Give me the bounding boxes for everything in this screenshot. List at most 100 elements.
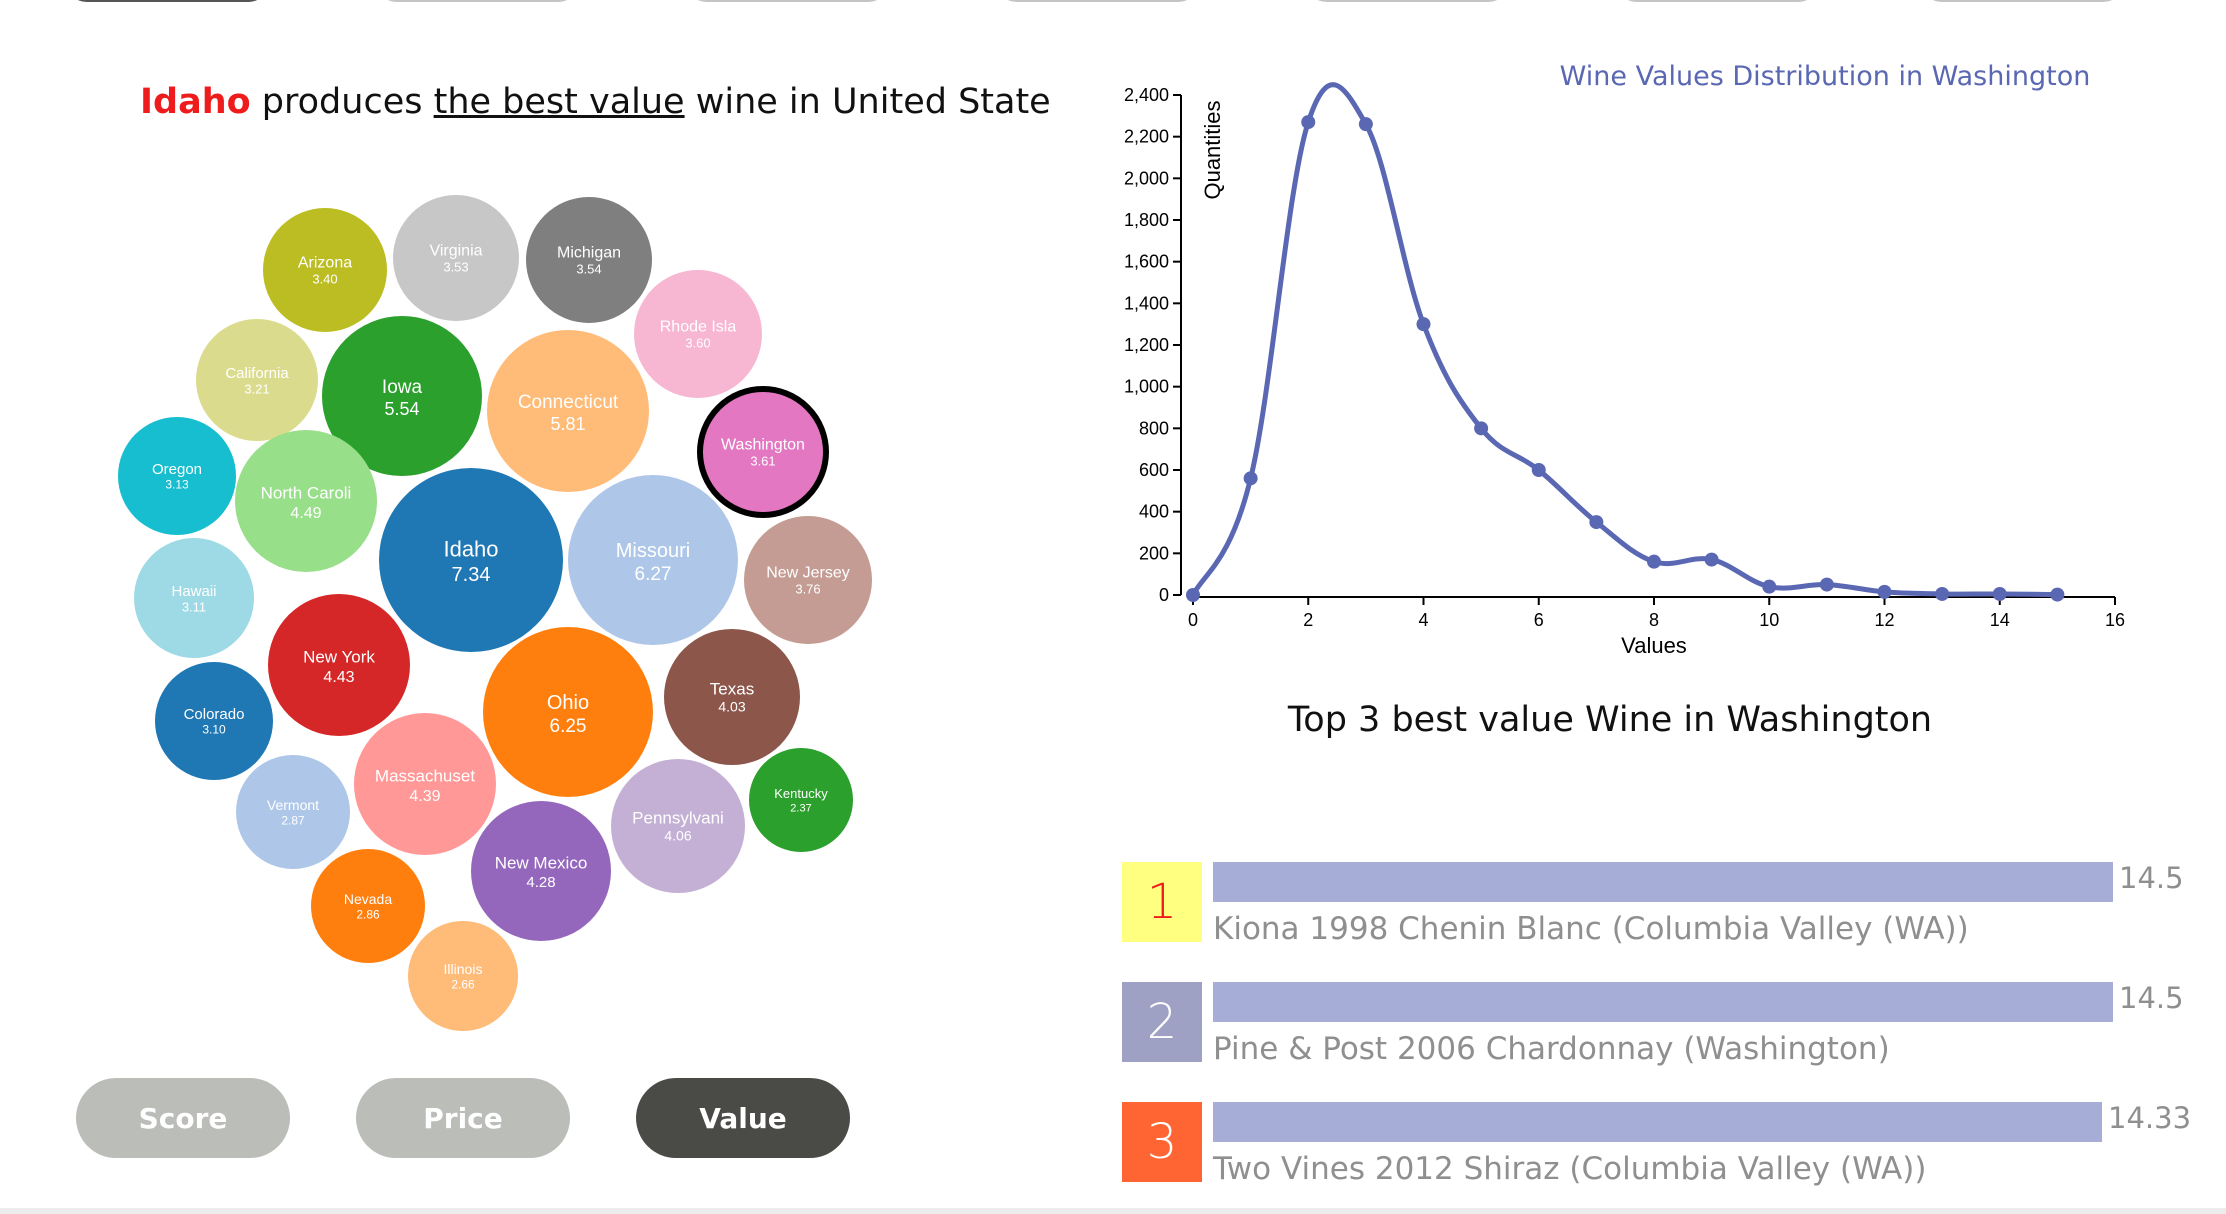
top3-title: Top 3 best value Wine in Washington	[1287, 700, 1933, 740]
distribution-point[interactable]	[1704, 552, 1719, 567]
state-bubble-circle[interactable]	[134, 538, 254, 658]
top-tab-5[interactable]	[1305, 0, 1510, 2]
state-bubble-circle[interactable]	[263, 208, 387, 332]
distribution-point[interactable]	[1186, 588, 1200, 602]
state-bubble-circle[interactable]	[408, 921, 518, 1031]
state-bubble-circle[interactable]	[483, 627, 653, 797]
state-bubble-circle[interactable]	[471, 801, 611, 941]
top-tab-7[interactable]	[1920, 0, 2125, 2]
y-tick-label: 200	[1139, 543, 1169, 563]
distribution-point[interactable]	[2050, 587, 2065, 602]
distribution-point[interactable]	[1819, 577, 1834, 592]
state-bubble-value: 3.11	[182, 600, 206, 615]
state-bubble-circle[interactable]	[749, 748, 853, 852]
state-bubble-value: 4.06	[664, 828, 691, 844]
distribution-point[interactable]	[1762, 579, 1777, 594]
state-bubble-circle[interactable]	[611, 759, 745, 893]
state-bubble-circle[interactable]	[235, 430, 377, 572]
state-bubble-name: Illinois	[444, 961, 483, 977]
distribution-point[interactable]	[1992, 586, 2007, 601]
top-tab-3[interactable]	[685, 0, 890, 2]
state-bubble-circle[interactable]	[664, 629, 800, 765]
state-bubble-circle[interactable]	[268, 594, 410, 736]
wine-name-3: Two Vines 2012 Shiraz (Columbia Valley (…	[1213, 1151, 1927, 1187]
state-bubble-circle[interactable]	[634, 270, 762, 398]
chart-title: Wine Values Distribution in Washington	[1560, 61, 2091, 92]
top-tab-2[interactable]	[375, 0, 580, 2]
wine-name-1: Kiona 1998 Chenin Blanc (Columbia Valley…	[1213, 911, 1969, 947]
state-bubble-name: Hawaii	[171, 583, 216, 600]
state-bubble-circle[interactable]	[322, 316, 482, 476]
state-bubble-new-york[interactable]: New York 4.43	[268, 594, 410, 736]
state-bubble-circle[interactable]	[354, 713, 496, 855]
headline: Idaho produces the best value wine in Un…	[140, 82, 1051, 122]
distribution-point[interactable]	[1243, 471, 1258, 486]
state-bubble-value: 5.54	[384, 399, 419, 419]
distribution-point[interactable]	[1416, 317, 1431, 332]
distribution-point[interactable]	[1589, 515, 1604, 530]
state-bubble-circle[interactable]	[526, 197, 652, 323]
state-bubble-value: 3.40	[312, 272, 337, 287]
state-bubble-value: 3.10	[202, 723, 226, 737]
state-bubble-circle[interactable]	[311, 849, 425, 963]
distribution-point[interactable]	[1877, 584, 1892, 599]
distribution-point[interactable]	[1474, 421, 1489, 436]
state-bubble-circle[interactable]	[196, 319, 318, 441]
state-bubble-value: 4.28	[526, 874, 555, 891]
distribution-point[interactable]	[1647, 554, 1661, 569]
distribution-point[interactable]	[1301, 115, 1316, 130]
top-tab-6[interactable]	[1615, 0, 1820, 2]
state-bubble-circle[interactable]	[744, 516, 872, 644]
x-tick-label: 6	[1534, 610, 1544, 630]
state-bubble-circle[interactable]	[697, 386, 829, 518]
price-button[interactable]: Price	[356, 1078, 570, 1158]
state-bubble-name: Washington	[721, 437, 805, 454]
state-bubble-circle[interactable]	[155, 662, 273, 780]
state-bubble-kentucky[interactable]: Kentucky 2.37	[749, 748, 853, 852]
state-bubble-massachuset[interactable]: Massachuset 4.39	[354, 713, 496, 855]
y-tick-label: 1,400	[1124, 293, 1169, 313]
value-button[interactable]: Value	[636, 1078, 850, 1158]
state-bubble-value: 3.60	[685, 336, 710, 351]
state-bubble-circle[interactable]	[393, 195, 519, 321]
state-bubble-circle[interactable]	[487, 330, 649, 492]
state-bubble-circle[interactable]	[118, 417, 236, 535]
state-bubble-north-caroli[interactable]: North Caroli 4.49	[235, 430, 377, 572]
wine-score-3: 14.33	[2108, 1101, 2192, 1135]
distribution-point[interactable]	[1531, 463, 1546, 477]
y-tick-label: 1,800	[1124, 210, 1169, 230]
score-button[interactable]: Score	[76, 1078, 290, 1158]
state-bubble-circle[interactable]	[236, 755, 350, 869]
state-bubble-new-mexico[interactable]: New Mexico 4.28	[471, 801, 611, 941]
headline-text-1: produces	[250, 82, 434, 122]
state-bubble-value: 6.27	[635, 564, 672, 585]
state-bubble-value: 4.03	[718, 699, 745, 715]
state-bubble-circle[interactable]	[379, 468, 563, 652]
top-tab-1[interactable]	[65, 0, 270, 2]
wine-name-2: Pine & Post 2006 Chardonnay (Washington)	[1213, 1031, 1890, 1067]
state-bubble-circle[interactable]	[568, 475, 738, 645]
distribution-point[interactable]	[1935, 586, 1950, 601]
distribution-point[interactable]	[1358, 117, 1373, 132]
top-tab-4[interactable]	[995, 0, 1200, 2]
